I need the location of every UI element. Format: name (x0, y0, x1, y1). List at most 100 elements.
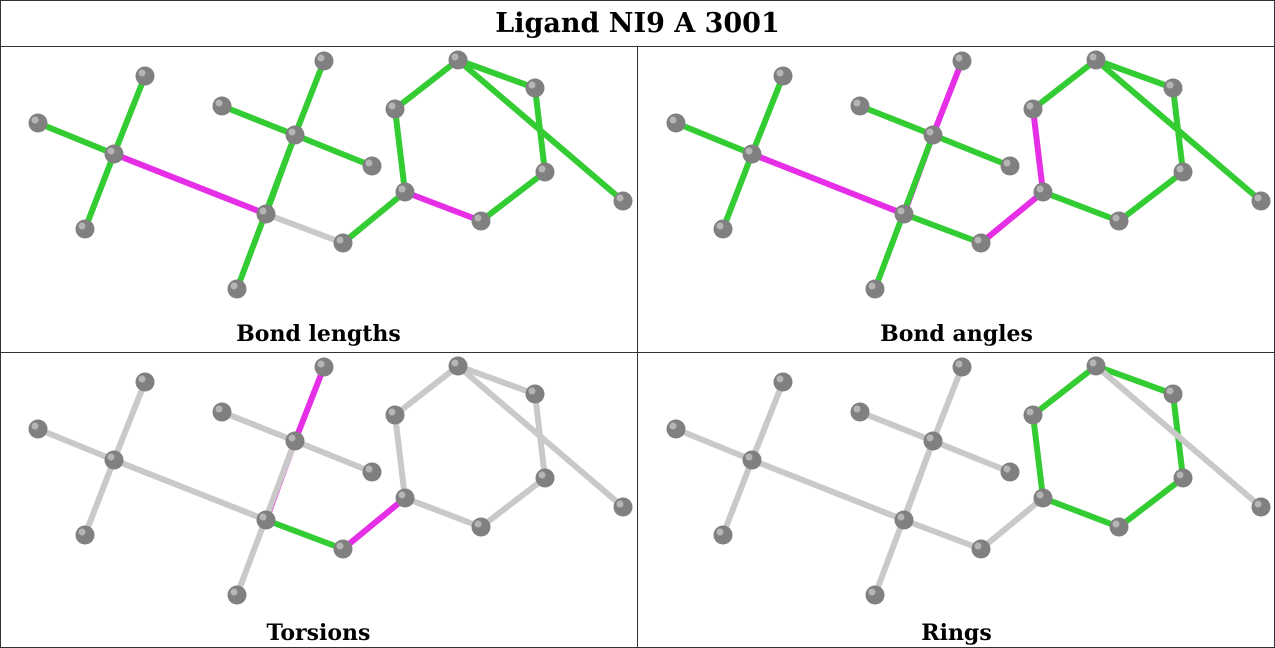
atom-a1 (104, 450, 124, 470)
atom-a3 (713, 219, 733, 239)
atom-a13 (1173, 468, 1193, 488)
bond-a16-a11 (1030, 412, 1046, 501)
atom-a0 (28, 113, 48, 133)
bond-a1-a2 (749, 379, 786, 463)
atom-a6 (314, 51, 334, 71)
bond-a11-a12 (402, 495, 484, 530)
bond-a1-a3 (720, 457, 755, 538)
bond-a10-a11 (340, 495, 408, 552)
atom-a6 (952, 51, 972, 71)
bond-a5-a8 (292, 438, 375, 475)
atom-a5 (285, 125, 305, 145)
atom-a9 (227, 585, 247, 605)
bonds (35, 363, 626, 598)
atoms (28, 356, 633, 605)
atom-a11 (1033, 182, 1053, 202)
panel-bond-angles: Bond angles (638, 46, 1275, 352)
atom-a13 (535, 468, 555, 488)
bond-a1-a2 (111, 73, 148, 157)
atom-a15 (448, 50, 468, 70)
bond-a14-a15 (455, 363, 538, 397)
atom-a5 (923, 431, 943, 451)
atom-a15 (1086, 50, 1106, 70)
atom-a3 (75, 219, 95, 239)
atom-a0 (666, 113, 686, 133)
atom-a12 (1109, 517, 1129, 537)
bond-a5-a8 (930, 132, 1013, 169)
bonds (673, 363, 1264, 598)
atom-a10 (333, 233, 353, 253)
atom-a2 (135, 66, 155, 86)
atom-a11 (1033, 488, 1053, 508)
atom-a4 (894, 204, 914, 224)
molecule-view (28, 356, 633, 605)
bond-a15-a16 (1030, 57, 1099, 112)
atom-a12 (471, 517, 491, 537)
atom-a5 (923, 125, 943, 145)
bond-a16-a11 (392, 412, 408, 501)
bond-a1-a0 (35, 426, 117, 463)
bond-a15-a16 (392, 363, 461, 418)
bond-a4-a10 (901, 517, 984, 552)
atom-a11 (395, 488, 415, 508)
atom-a17 (1251, 191, 1271, 211)
bond-a5-a8 (292, 132, 375, 169)
bond-a5-a8 (930, 438, 1013, 475)
bond-a15-a17 (455, 363, 626, 510)
bond-a10-a11 (978, 495, 1046, 552)
atom-a2 (773, 372, 793, 392)
atom-a10 (333, 539, 353, 559)
bond-a12-a13 (478, 475, 548, 530)
atom-a13 (1173, 162, 1193, 182)
atom-a13 (535, 162, 555, 182)
atoms (666, 356, 1271, 605)
atom-a14 (1163, 78, 1183, 98)
bond-a4-a10 (263, 517, 346, 552)
atom-a17 (613, 497, 633, 517)
atom-a9 (227, 279, 247, 299)
bond-a5-a6 (930, 364, 965, 444)
panel-torsions: Torsions (0, 352, 637, 648)
atom-a11 (395, 182, 415, 202)
atom-a4 (894, 510, 914, 530)
bond-a1-a4 (749, 457, 907, 523)
atom-a16 (1023, 405, 1043, 425)
bond-a12-a13 (1116, 475, 1186, 530)
bond-a14-a15 (1093, 363, 1176, 397)
bond-a1-a0 (35, 120, 117, 157)
bond-a5-a7 (219, 103, 298, 138)
bond-a12-a13 (478, 169, 548, 224)
atom-a1 (104, 144, 124, 164)
molecule-view (28, 50, 633, 299)
bond-a5-a6 (930, 58, 965, 138)
atom-a5 (285, 431, 305, 451)
bond-a1-a2 (749, 73, 786, 157)
bond-a14-a15 (455, 57, 538, 91)
bond-a1-a3 (720, 151, 755, 232)
atom-a8 (362, 462, 382, 482)
atom-a17 (613, 191, 633, 211)
bond-a1-a4 (749, 151, 907, 217)
atom-a2 (135, 372, 155, 392)
atom-a12 (471, 211, 491, 231)
atom-a4 (256, 204, 276, 224)
atom-a7 (850, 402, 870, 422)
bond-a5-a6 (292, 364, 327, 444)
panel-caption: Rings (921, 620, 992, 646)
bond-a1-a3 (82, 151, 117, 232)
panel-caption: Bond lengths (236, 321, 401, 347)
bond-a10-a11 (340, 189, 408, 246)
bond-a5-a7 (857, 103, 936, 138)
panel-caption: Torsions (266, 620, 371, 646)
atom-a7 (212, 96, 232, 116)
bond-a5-a7 (857, 409, 936, 444)
bond-a14-a15 (1093, 57, 1176, 91)
molecule-view (666, 356, 1271, 605)
atom-a15 (1086, 356, 1106, 376)
bond-a15-a16 (392, 57, 461, 112)
atom-a2 (773, 66, 793, 86)
panel-bond-lengths: Bond lengths (0, 46, 637, 352)
bond-a15-a16 (1030, 363, 1099, 418)
bond-a11-a12 (1040, 189, 1122, 224)
